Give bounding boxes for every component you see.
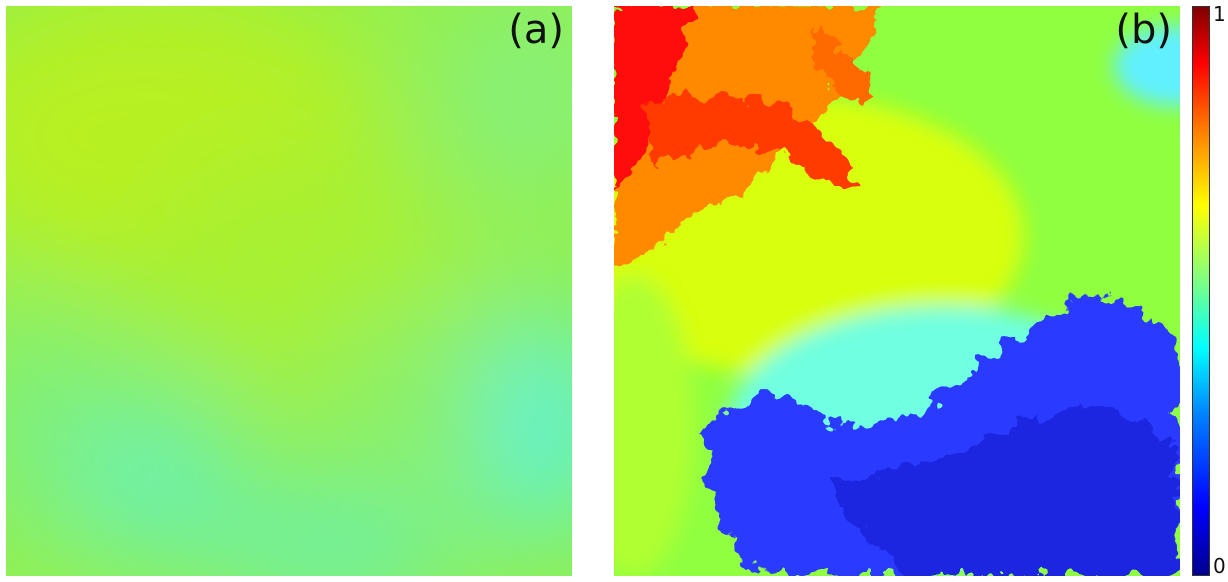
panel-b: (b) bbox=[614, 6, 1180, 576]
panel-a-label: (a) bbox=[508, 7, 564, 53]
panel-a-heatmap bbox=[6, 6, 572, 576]
panel-b-heatmap bbox=[614, 6, 1180, 576]
colorbar-min-label: 0 bbox=[1213, 554, 1226, 578]
panel-b-label: (b) bbox=[1115, 7, 1172, 53]
colorbar bbox=[1192, 6, 1210, 576]
panel-a: (a) bbox=[6, 6, 572, 576]
colorbar-max-label: 1 bbox=[1213, 2, 1226, 26]
